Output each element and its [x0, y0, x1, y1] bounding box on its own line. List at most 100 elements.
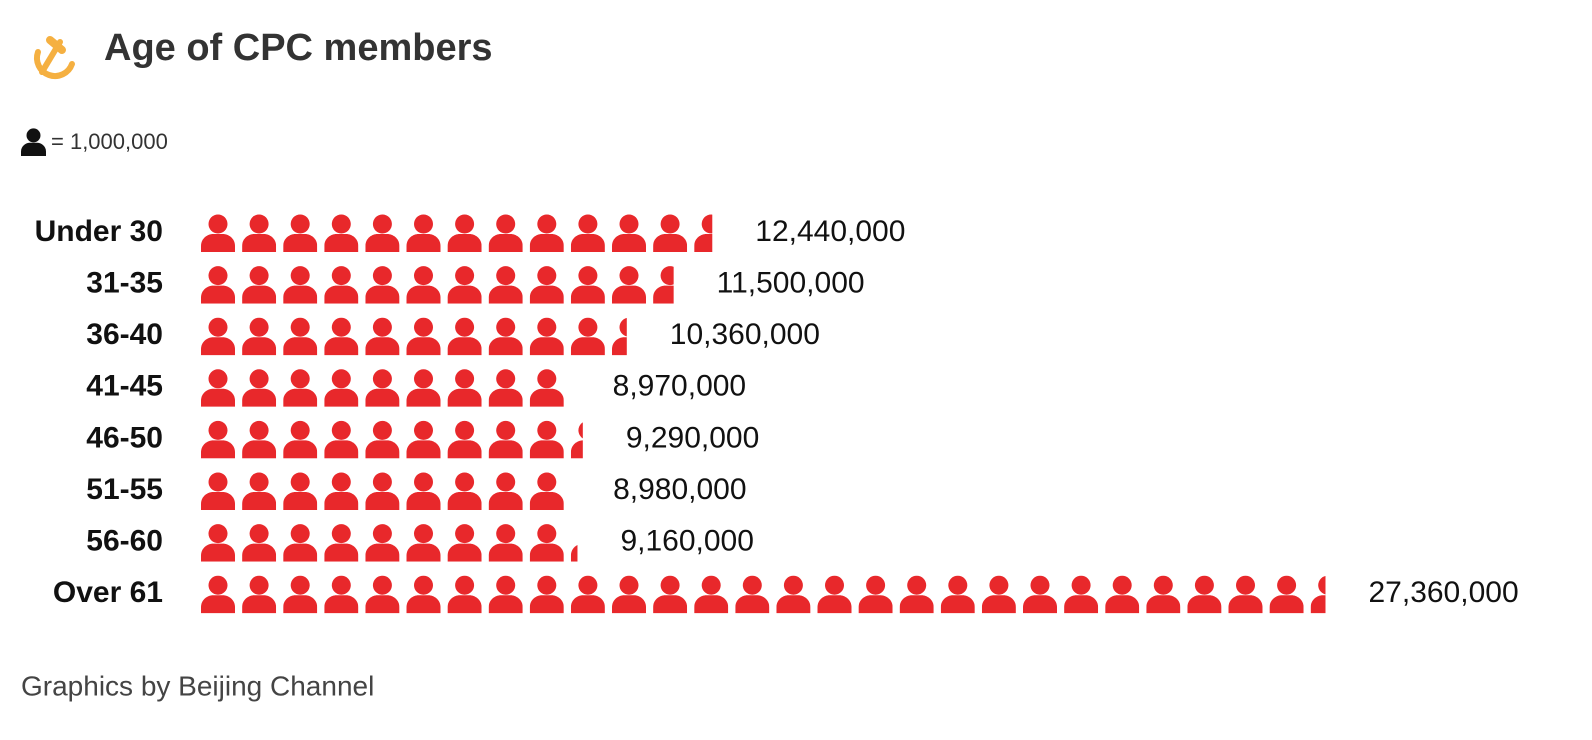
value-label: 12,440,000: [755, 215, 905, 248]
person-icon: [776, 575, 811, 614]
icon-bar: [201, 369, 564, 407]
person-icon: [940, 575, 975, 614]
person-icon: [406, 266, 441, 304]
person-icon: [406, 472, 441, 510]
person-icon: [406, 214, 441, 252]
person-icon: [324, 575, 359, 614]
person-icon: [447, 524, 482, 562]
category-label: 31-35: [86, 267, 163, 300]
person-icon: [447, 472, 482, 510]
person-icon: [570, 575, 605, 614]
person-icon: [570, 214, 605, 252]
person-icon: [817, 575, 852, 614]
person-icon: [570, 420, 583, 459]
person-icon: [447, 266, 482, 304]
value-label: 10,360,000: [670, 318, 820, 351]
unit-label: = 1,000,000: [51, 129, 168, 154]
icon-bar: [201, 575, 1326, 614]
person-icon: [242, 575, 277, 614]
person-icon: [365, 266, 400, 304]
person-icon: [365, 317, 400, 356]
person-icon: [324, 420, 359, 459]
person-icon: [447, 369, 482, 407]
person-icon: [283, 472, 318, 510]
person-icon: [324, 472, 359, 510]
person-icon: [529, 266, 564, 304]
person-icon: [488, 317, 523, 356]
person-icon: [612, 214, 646, 252]
person-icon: [242, 369, 277, 407]
person-icon: [447, 420, 482, 459]
person-icon: [488, 575, 523, 614]
person-icon: [529, 317, 564, 356]
person-icon: [570, 317, 605, 356]
person-icon: [612, 317, 627, 356]
person-icon: [488, 420, 523, 459]
person-icon: [570, 266, 605, 304]
person-icon: [324, 369, 359, 407]
person-icon: [242, 214, 277, 252]
title-icon: [33, 36, 75, 79]
category-label: 56-60: [86, 525, 163, 558]
person-icon: [365, 472, 400, 510]
person-icon: [1228, 575, 1263, 614]
person-icon: [283, 317, 318, 356]
value-label: 8,970,000: [613, 370, 746, 403]
person-icon: [529, 472, 564, 510]
person-icon: [899, 575, 934, 614]
person-icon: [1023, 575, 1057, 614]
person-icon: [201, 420, 235, 459]
person-icon: [283, 420, 318, 459]
person-icon: [1187, 575, 1222, 614]
person-icon: [406, 369, 441, 407]
person-icon: [653, 575, 688, 614]
value-label: 11,500,000: [717, 267, 865, 300]
value-label: 9,290,000: [626, 421, 759, 454]
person-icon: [242, 420, 277, 459]
person-icon: [283, 575, 318, 614]
person-icon: [242, 472, 277, 510]
source: Graphics by Beijing Channel: [21, 670, 374, 701]
person-icon: [406, 317, 441, 356]
chart-title: Age of CPC members: [104, 27, 493, 69]
person-icon: [1310, 575, 1326, 614]
icon-bar: [201, 266, 674, 304]
category-label: Over 61: [53, 576, 163, 609]
icon-bar: [201, 472, 564, 510]
person-icon: [858, 575, 893, 614]
icon-bar: [201, 524, 578, 562]
person-icon: [488, 472, 523, 510]
person-icon: [201, 317, 235, 356]
person-icon: [201, 266, 235, 304]
person-icon: [201, 575, 235, 614]
person-icon: [406, 420, 441, 459]
person-icon: [201, 472, 235, 510]
person-icon: [612, 266, 646, 304]
value-label: 27,360,000: [1368, 576, 1518, 609]
person-icon: [735, 575, 770, 614]
person-icon: [365, 214, 400, 252]
person-icon: [365, 524, 400, 562]
icon-bar: [201, 317, 627, 356]
person-icon: [529, 420, 564, 459]
person-icon: [1064, 575, 1099, 614]
person-icon: [529, 214, 564, 252]
category-label: 36-40: [86, 318, 163, 351]
person-icon: [694, 214, 713, 252]
person-icon: [201, 214, 235, 252]
person-icon: [653, 214, 688, 252]
unit-icon: [21, 128, 46, 156]
person-icon: [324, 214, 359, 252]
person-icon: [1146, 575, 1181, 614]
person-icon: [365, 369, 400, 407]
person-icon: [694, 575, 729, 614]
person-icon: [242, 317, 277, 356]
person-icon: [324, 524, 359, 562]
person-icon: [570, 524, 578, 562]
value-label: 8,980,000: [613, 473, 746, 506]
person-icon: [406, 575, 441, 614]
person-icon: [365, 575, 400, 614]
person-icon: [1269, 575, 1304, 614]
person-icon: [488, 214, 523, 252]
person-icon: [201, 369, 235, 407]
